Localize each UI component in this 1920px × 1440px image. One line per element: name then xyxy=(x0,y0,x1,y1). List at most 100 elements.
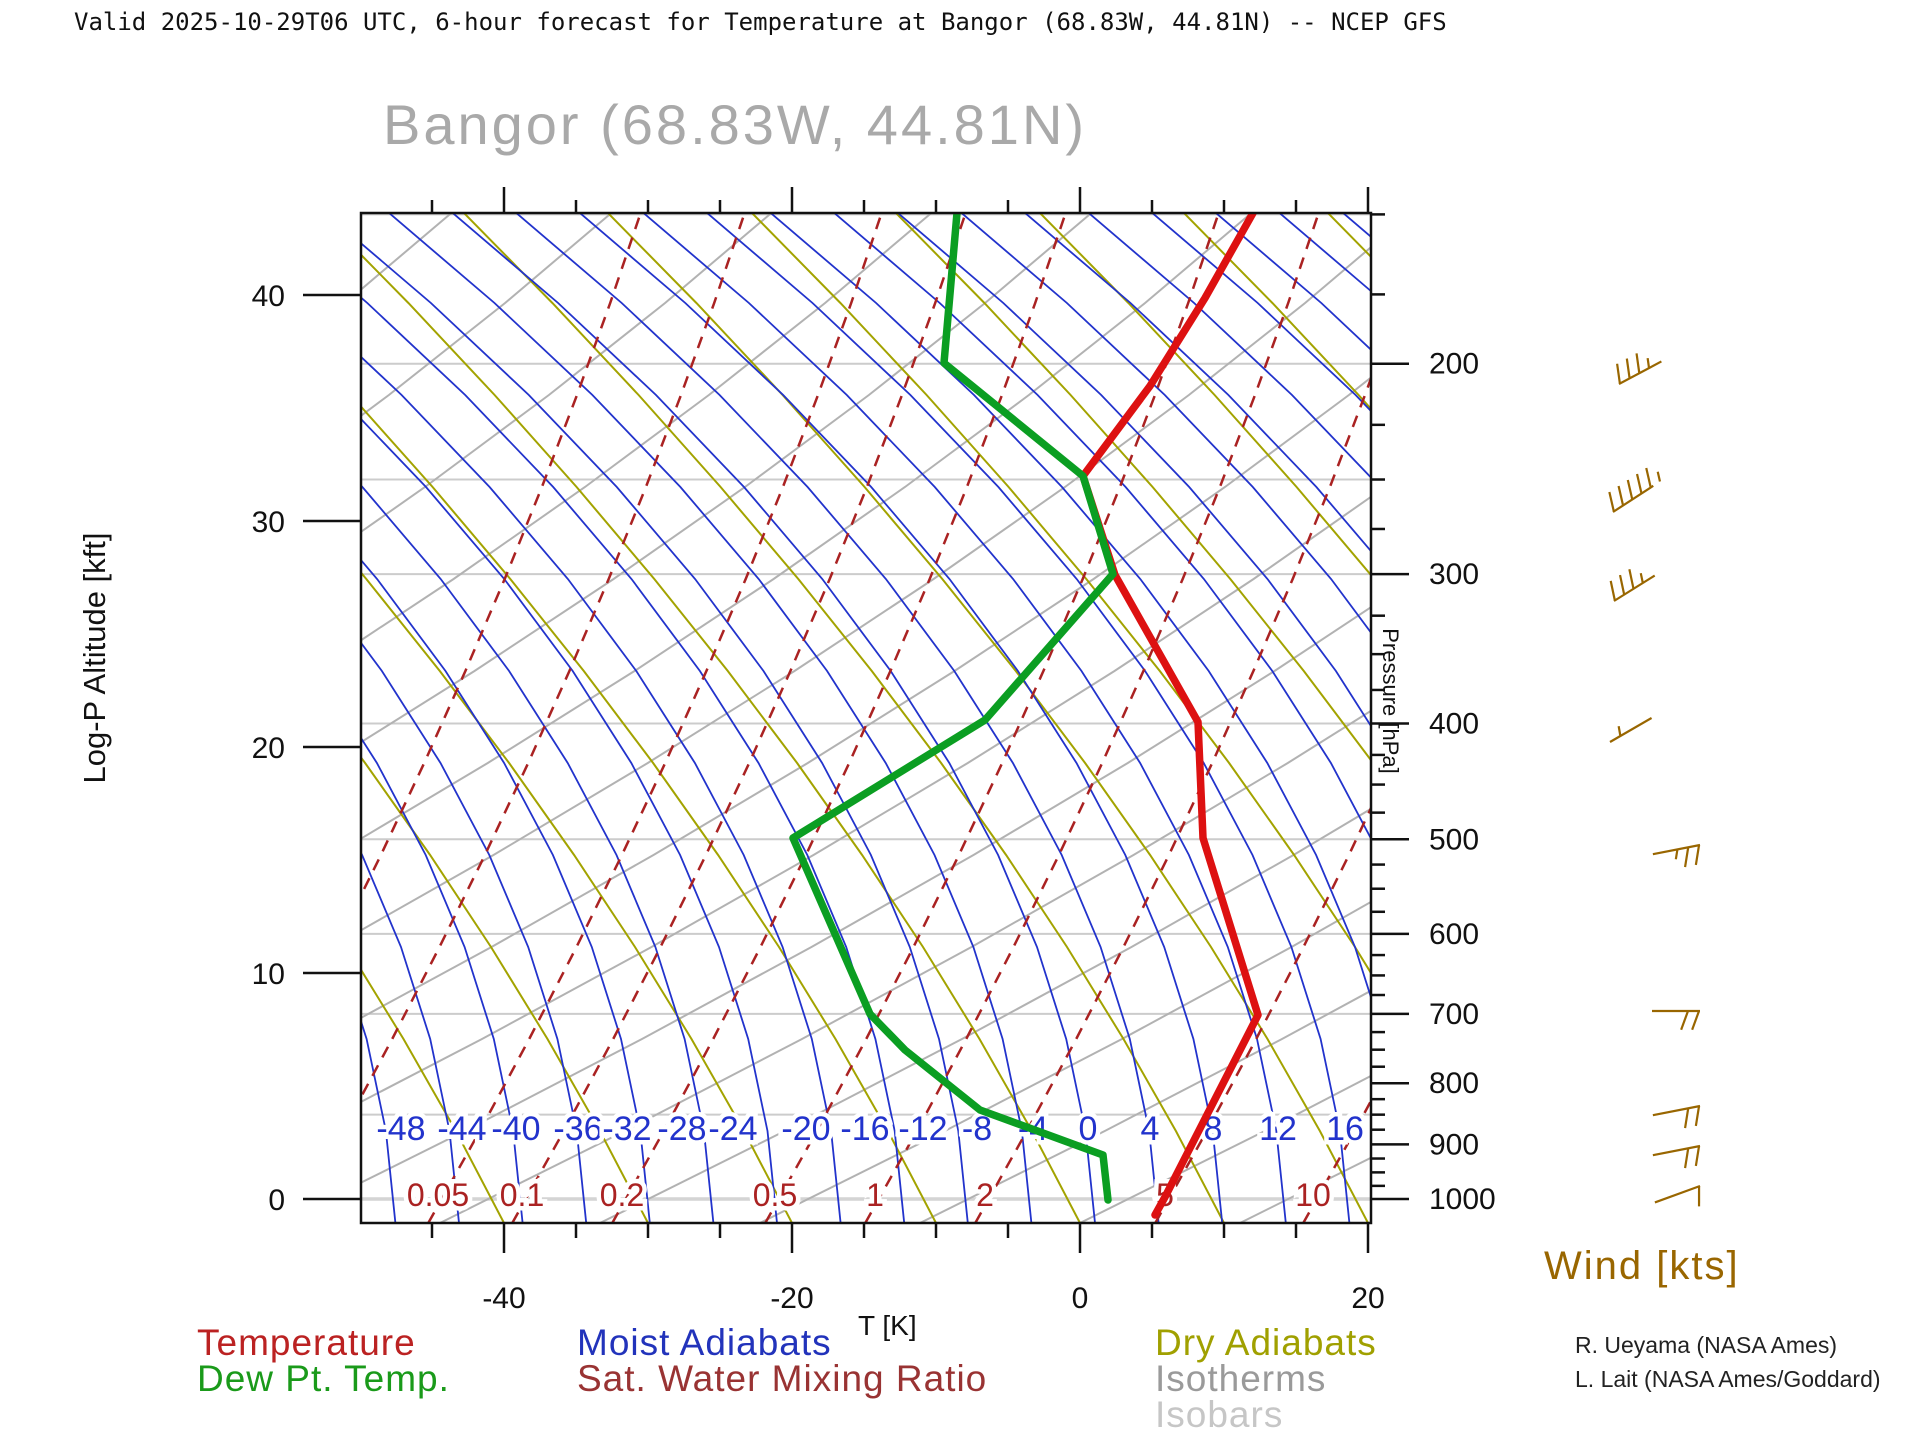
mixing-ratio-label: 1 xyxy=(866,1177,884,1213)
pressure-tick-label: 500 xyxy=(1429,823,1479,856)
kft-tick-label: 10 xyxy=(252,958,285,991)
legend-item: Isobars xyxy=(1155,1394,1284,1435)
isotherm-line xyxy=(361,213,933,642)
x-tick-label: -40 xyxy=(482,1282,525,1315)
legend-item: Moist Adiabats xyxy=(577,1322,832,1363)
moist-adiabat-line xyxy=(642,213,1287,1223)
mixing-ratio-line xyxy=(427,213,883,1223)
temperature-profile-line xyxy=(1079,213,1262,1219)
isotherm-line xyxy=(439,709,1371,1223)
plot-area: -48 -44 -40 -36 -32 -28 -24 -20 -16 -12 -8 -4 0 4 8 12 1… xyxy=(0,211,1920,1223)
moist-adiabat-line xyxy=(1023,213,1371,553)
x-tick-label: 20 xyxy=(1351,1282,1384,1315)
kft-tick-label: 20 xyxy=(252,732,285,765)
isotherm-line xyxy=(0,211,294,1223)
mixing-ratio-line xyxy=(361,213,642,899)
isotherm-line xyxy=(361,605,1371,1184)
wind-barb xyxy=(1654,1184,1701,1207)
dry-adiabat-line xyxy=(361,755,649,1223)
legend-item: Sat. Water Mixing Ratio xyxy=(577,1358,988,1399)
credit-line-2: L. Lait (NASA Ames/Goddard) xyxy=(1575,1366,1881,1392)
dry-adiabat-line xyxy=(0,211,360,1223)
isotherm-line xyxy=(361,495,1371,1103)
moist-adiabat-label: -20 xyxy=(781,1110,830,1148)
moist-adiabat-line xyxy=(578,213,1224,1223)
moist-adiabat-line xyxy=(1341,213,1371,238)
moist-adiabat-line xyxy=(361,296,906,1223)
mixing-ratio-line xyxy=(511,213,967,1223)
dry-adiabat-line xyxy=(361,967,505,1223)
mixing-ratio-line xyxy=(864,213,1320,1223)
moist-adiabat-label: -40 xyxy=(491,1110,540,1148)
isotherm-line xyxy=(361,245,1371,932)
moist-adiabat-line xyxy=(361,484,715,1223)
plot-frame xyxy=(359,211,1373,1225)
wind-barb xyxy=(1652,1144,1701,1169)
moist-adiabat-line xyxy=(832,213,1371,841)
wind-barb xyxy=(1609,569,1656,602)
dry-adiabat-line xyxy=(1038,213,1371,577)
mixing-ratio-line xyxy=(1154,805,1371,1223)
x-axis-title: T [K] xyxy=(858,1310,917,1341)
y-axis-title: Log-P Altitude [kft] xyxy=(77,532,112,784)
mixing-ratio-label: 0.1 xyxy=(500,1177,544,1213)
moist-adiabat-label: -44 xyxy=(437,1110,486,1148)
wind-barb xyxy=(1608,467,1662,513)
kft-tick-label: 0 xyxy=(268,1184,285,1217)
isotherm-line xyxy=(361,213,613,417)
isotherm-line xyxy=(759,900,1371,1223)
moist-adiabat-line xyxy=(361,558,651,1223)
moist-adiabat-line xyxy=(960,213,1371,635)
moist-adiabat-label: 0 xyxy=(1079,1110,1098,1148)
wind-barb-column xyxy=(1608,353,1701,1207)
mixing-ratio-label: 0.05 xyxy=(407,1177,469,1213)
dry-adiabat-line xyxy=(361,253,1081,1223)
dewpoint-profile-line xyxy=(789,213,1117,1204)
moist-adiabat-line xyxy=(361,851,460,1223)
moist-adiabat-label: -48 xyxy=(376,1110,425,1148)
moist-adiabat-line xyxy=(361,1018,397,1223)
wind-barb xyxy=(1652,843,1701,868)
pressure-tick-label: 800 xyxy=(1429,1067,1479,1100)
credit-line-1: R. Ueyama (NASA Ames) xyxy=(1575,1332,1838,1358)
kft-tick-label: 30 xyxy=(252,506,285,539)
pressure-tick-label: 400 xyxy=(1429,707,1479,740)
isotherm-line xyxy=(361,213,1093,744)
isotherm-line xyxy=(361,213,1253,840)
pressure-tick-label: 700 xyxy=(1429,998,1479,1031)
mixing-ratio-line xyxy=(361,213,746,1100)
moist-adiabat-line xyxy=(361,736,524,1223)
pressure-axis-title: Pressure [hPa] xyxy=(1378,628,1403,774)
moist-adiabat-label: -32 xyxy=(602,1110,651,1148)
moist-adiabat-label: -36 xyxy=(553,1110,602,1148)
moist-adiabat-label: -24 xyxy=(708,1110,757,1148)
wind-barb xyxy=(1652,1009,1701,1031)
header-title: Valid 2025-10-29T06 UTC, 6-hour forecast… xyxy=(74,8,1447,36)
moist-adiabat-line xyxy=(705,213,1351,1223)
moist-adiabat-label: -28 xyxy=(657,1110,706,1148)
moist-adiabat-line xyxy=(451,213,1096,1223)
moist-adiabat-line xyxy=(387,213,1033,1223)
dry-adiabat-line xyxy=(1182,213,1371,411)
isotherm-line xyxy=(361,376,1371,1019)
dry-adiabat-line xyxy=(1326,213,1371,259)
moist-adiabat-line xyxy=(0,211,332,1223)
legend-item: Isotherms xyxy=(1155,1358,1327,1399)
isotherm-line xyxy=(361,213,773,534)
isotherm-line xyxy=(919,989,1371,1223)
dry-adiabat-line xyxy=(1470,211,1920,1223)
wind-barb xyxy=(1609,717,1653,743)
mixing-ratio-label: 10 xyxy=(1295,1177,1331,1213)
wind-barb xyxy=(1616,353,1662,385)
moist-adiabat-label: -12 xyxy=(898,1110,947,1148)
kft-tick-label: 40 xyxy=(252,280,285,313)
moist-adiabat-label: -16 xyxy=(840,1110,889,1148)
legend-item: Dry Adiabats xyxy=(1155,1322,1377,1363)
wind-barb xyxy=(1652,1104,1701,1129)
x-tick-label: -20 xyxy=(770,1282,813,1315)
dry-adiabat-line xyxy=(606,213,1369,1223)
pressure-tick-label: 200 xyxy=(1429,348,1479,381)
mixing-ratio-line xyxy=(764,213,1220,1223)
moist-adiabat-line xyxy=(361,417,778,1223)
